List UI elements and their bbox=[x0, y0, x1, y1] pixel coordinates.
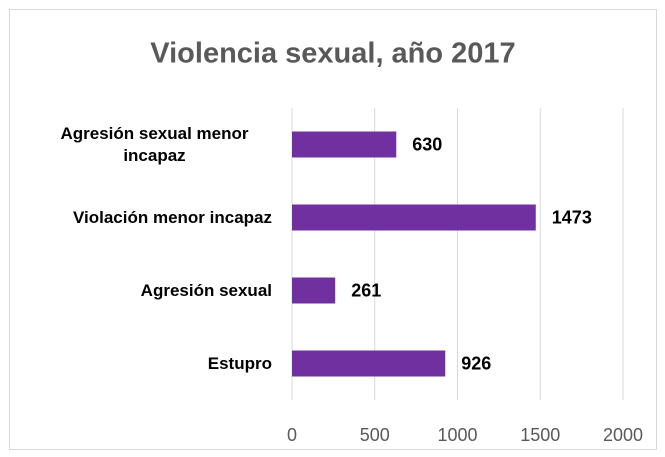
y-tick-label: Estupro bbox=[207, 353, 272, 373]
bar bbox=[292, 131, 397, 158]
x-tick-label: 500 bbox=[360, 425, 390, 445]
y-tick-label: Agresión sexual menor incapaz bbox=[60, 123, 249, 165]
x-tick-label: 1000 bbox=[437, 425, 477, 445]
y-tick-label-box: Estupro bbox=[20, 334, 272, 394]
chart-title: Violencia sexual, año 2017 bbox=[150, 38, 515, 70]
bar bbox=[292, 277, 336, 304]
bar bbox=[292, 204, 536, 231]
x-tick-label: 0 bbox=[287, 425, 297, 445]
data-label: 1473 bbox=[552, 207, 592, 227]
bar bbox=[292, 350, 446, 377]
x-tick-label: 1500 bbox=[520, 425, 560, 445]
data-label: 630 bbox=[412, 134, 442, 154]
y-tick-label: Agresión sexual bbox=[140, 280, 272, 300]
y-tick-label-box: Agresión sexual menor incapaz bbox=[20, 115, 272, 175]
data-label: 926 bbox=[461, 353, 491, 373]
y-tick-label-box: Agresión sexual bbox=[20, 261, 272, 321]
y-tick-label: Violación menor incapaz bbox=[72, 207, 272, 227]
x-tick-label: 2000 bbox=[603, 425, 643, 445]
data-label: 261 bbox=[351, 280, 381, 300]
y-tick-label-box: Violación menor incapaz bbox=[20, 188, 272, 248]
